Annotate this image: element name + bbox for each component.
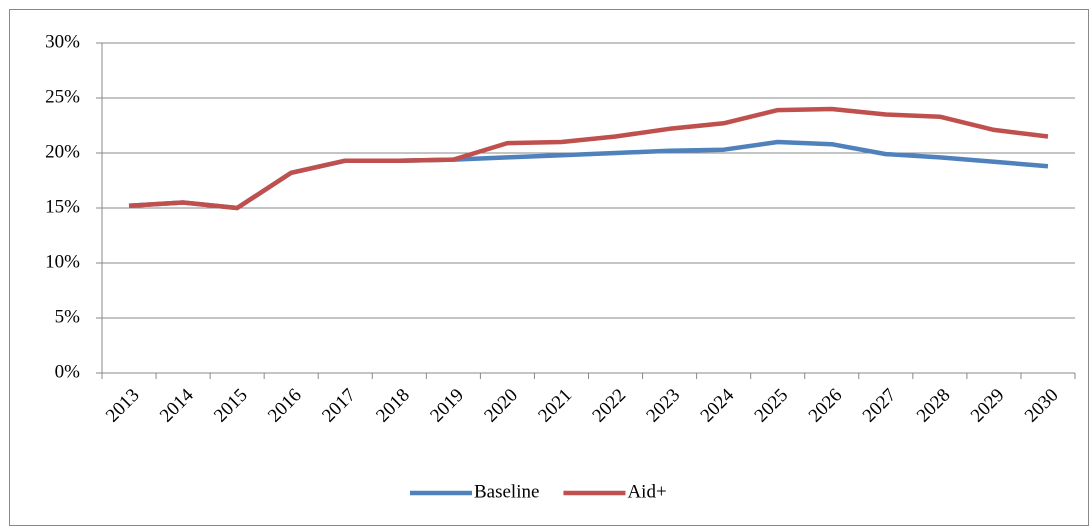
y-tick-label: 10% <box>45 251 80 272</box>
y-tick-label: 30% <box>45 31 80 52</box>
chart-border <box>9 9 1089 526</box>
y-tick-label: 25% <box>45 86 80 107</box>
series-line <box>128 106 1049 211</box>
legend-label: Aid+ <box>627 481 666 502</box>
y-tick-label: 15% <box>45 196 80 217</box>
y-tick-label: 20% <box>45 141 80 162</box>
y-tick-label: 5% <box>55 306 81 327</box>
y-tick-label: 0% <box>55 361 81 382</box>
legend-label: Baseline <box>474 481 539 502</box>
